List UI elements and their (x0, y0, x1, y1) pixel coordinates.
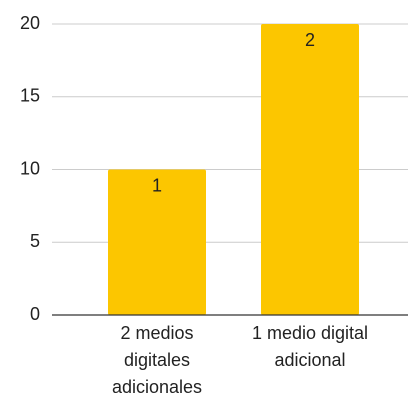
x-tick-label: 2 medios digitales adicionales (111, 323, 203, 397)
y-tick-label: 5 (30, 231, 40, 251)
bar-label: 2 (305, 30, 315, 50)
bar (108, 169, 206, 315)
x-tick-label: 1 medio digital adicional (251, 323, 369, 370)
bar-label: 1 (152, 175, 162, 195)
bar (261, 24, 359, 315)
y-tick-label: 10 (20, 158, 40, 178)
y-tick-label: 15 (20, 86, 40, 106)
y-tick-label: 20 (20, 13, 40, 33)
y-tick-label: 0 (30, 304, 40, 324)
